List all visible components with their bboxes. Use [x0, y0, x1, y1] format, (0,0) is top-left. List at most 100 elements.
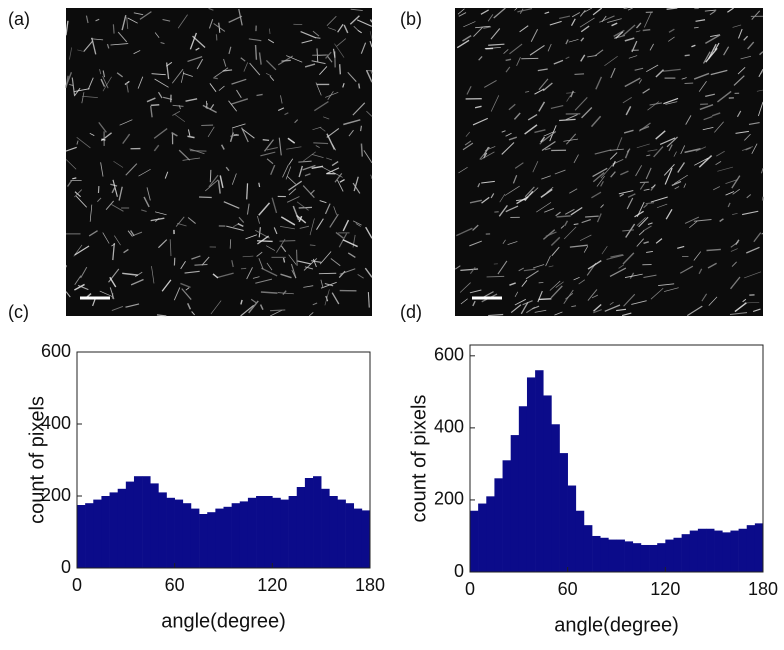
histogram-bar — [625, 541, 633, 572]
histogram-bar — [649, 545, 657, 572]
histogram-bar — [641, 545, 649, 572]
fiber — [194, 264, 207, 265]
x-tick-label: 180 — [748, 579, 778, 599]
histogram-bar — [224, 507, 232, 568]
histogram-bar — [527, 377, 535, 572]
x-tick-label: 0 — [72, 575, 82, 595]
histogram-bar — [714, 531, 722, 572]
y-tick-label: 600 — [434, 345, 464, 365]
panel-label: (d) — [400, 302, 422, 322]
fiber — [538, 299, 551, 300]
histogram-bar — [77, 505, 85, 568]
fiber — [281, 60, 290, 61]
micrograph — [66, 8, 372, 316]
x-tick-label: 0 — [465, 579, 475, 599]
histogram-bar — [470, 511, 478, 572]
histogram-bar — [85, 503, 93, 568]
y-axis-label: count of pixels — [408, 395, 430, 523]
fiber — [340, 64, 341, 74]
histogram-bar — [313, 476, 321, 568]
x-tick-label: 180 — [355, 575, 385, 595]
fiber — [247, 183, 248, 199]
y-tick-label: 0 — [61, 557, 71, 577]
histogram-bar — [256, 496, 264, 568]
histogram-bar — [346, 503, 354, 568]
fiber — [259, 183, 260, 187]
fiber — [313, 143, 328, 144]
histogram-bar — [305, 478, 313, 568]
histogram-bar — [93, 500, 101, 568]
histogram-bar — [584, 525, 592, 572]
histogram-bar — [747, 525, 755, 572]
fiber — [113, 24, 114, 33]
histogram-bar — [207, 512, 215, 568]
x-axis-label: angle(degree) — [161, 610, 286, 632]
histogram-bar — [551, 424, 559, 572]
fiber — [643, 30, 651, 31]
histogram-bar — [511, 435, 519, 572]
fiber — [263, 140, 269, 141]
histogram-bar — [755, 523, 763, 572]
x-tick-label: 120 — [257, 575, 287, 595]
histogram-bar — [673, 538, 681, 572]
fiber — [315, 38, 320, 39]
x-axis-label: angle(degree) — [554, 614, 679, 636]
histogram-bar — [329, 496, 337, 568]
histogram-bar — [568, 486, 576, 572]
histogram-bar — [592, 536, 600, 572]
panel-label: (b) — [400, 9, 422, 29]
fiber — [256, 45, 257, 60]
fiber — [210, 170, 211, 182]
histogram-bar — [175, 500, 183, 568]
histogram-bar — [134, 476, 142, 568]
fiber — [575, 74, 585, 75]
y-axis-label: count of pixels — [26, 396, 48, 524]
histogram-bar — [337, 500, 345, 568]
histogram-bar — [519, 406, 527, 572]
histogram-bar — [608, 540, 616, 572]
x-tick-label: 60 — [558, 579, 578, 599]
histogram-bar — [617, 540, 625, 572]
fiber — [151, 105, 159, 106]
histogram-bar — [706, 529, 714, 572]
histogram-bar — [126, 482, 134, 568]
histogram-bar — [248, 498, 256, 568]
histogram-bar — [321, 489, 329, 568]
histogram-bar — [633, 543, 641, 572]
panel-label: (c) — [8, 302, 29, 322]
y-tick-label: 200 — [434, 489, 464, 509]
histogram-bar — [297, 487, 305, 568]
histogram-bar — [478, 504, 486, 572]
histogram-bar — [535, 370, 543, 572]
histogram-bar — [730, 531, 738, 572]
fiber — [257, 241, 273, 242]
histogram-bar — [682, 534, 690, 572]
x-tick-label: 60 — [165, 575, 185, 595]
fiber — [585, 216, 599, 217]
histogram-bar — [665, 540, 673, 572]
fiber — [270, 310, 285, 311]
fiber — [361, 144, 362, 157]
histogram-bar — [264, 496, 272, 568]
fiber — [694, 27, 699, 28]
histogram-bar — [280, 500, 288, 568]
histogram-bar — [142, 476, 150, 568]
histogram-bar — [690, 531, 698, 572]
histogram-bar — [698, 529, 706, 572]
histogram-bar — [215, 509, 223, 568]
histogram-bar — [272, 498, 280, 568]
histogram-bar — [739, 529, 747, 572]
histogram-bar — [486, 496, 494, 572]
histogram-bar — [101, 496, 109, 568]
histogram-bar — [503, 460, 511, 572]
fiber — [213, 78, 218, 79]
fiber — [557, 216, 571, 217]
histogram-bar — [289, 496, 297, 568]
histogram-bar — [354, 509, 362, 568]
y-tick-label: 600 — [41, 341, 71, 361]
fiber — [624, 8, 628, 9]
fiber — [230, 239, 231, 248]
histogram-bar — [191, 509, 199, 568]
histogram-bar — [560, 453, 568, 572]
histogram-bar — [362, 510, 370, 568]
